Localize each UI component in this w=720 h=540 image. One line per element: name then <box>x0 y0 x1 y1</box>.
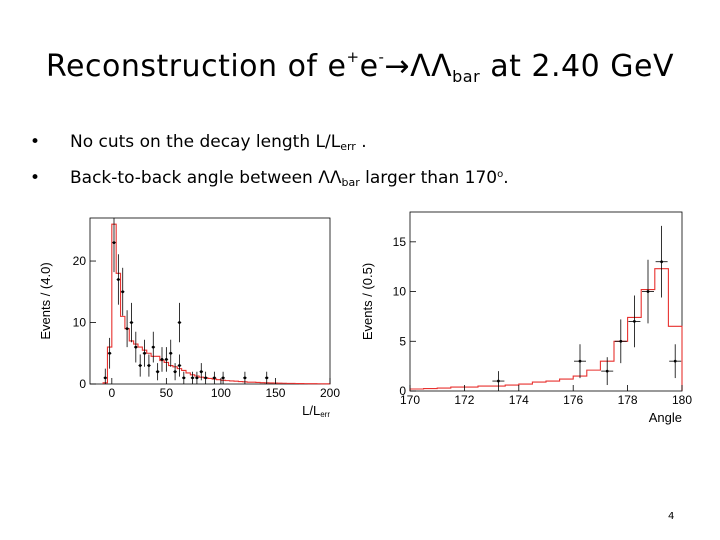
data-point <box>243 376 247 380</box>
x-tick-label: 178 <box>618 393 638 407</box>
data-point <box>578 359 582 363</box>
x-axis-label-main: L/L <box>302 403 320 418</box>
title-mid: e <box>359 49 379 84</box>
x-tick-label: 172 <box>454 393 474 407</box>
data-point <box>633 319 636 323</box>
x-tick-label: 180 <box>672 393 692 407</box>
data-point <box>173 370 177 374</box>
x-axis-label: Angle <box>649 410 682 425</box>
title-arrow: → <box>384 49 411 84</box>
angle-histogram: 170 172 174 176 178 180 0 5 10 15 Events / (0.5) An… <box>360 211 692 425</box>
data-point <box>212 376 216 380</box>
x-tick-label: 174 <box>509 393 529 407</box>
x-tick-label: 50 <box>160 386 174 400</box>
title-prefix: Reconstruction of e <box>46 49 347 84</box>
x-axis-label-sub: err <box>320 410 330 419</box>
y-axis-label: Events / (0.5) <box>360 263 375 340</box>
y-tick-label: 5 <box>399 334 406 348</box>
data-point <box>221 376 225 380</box>
y-tick-label: 0 <box>399 384 406 398</box>
data-point <box>191 376 194 380</box>
decay-length-histogram: 0 50 100 150 200 0 10 20 Events / (4.0) L/Lerr <box>38 217 340 419</box>
bullet-text: Back-to-back angle between ΛΛ <box>70 168 342 188</box>
bullet-text: No cuts on the decay length L/L <box>70 132 341 152</box>
data-point <box>121 290 125 294</box>
bullet-dot: • <box>30 132 41 152</box>
data-point <box>116 278 120 281</box>
x-axis-label: L/Lerr <box>302 403 330 419</box>
y-axis-label: Events / (4.0) <box>38 262 53 339</box>
fit-curve <box>102 223 331 385</box>
data-point <box>156 370 160 374</box>
data-point <box>134 345 138 349</box>
title-sup-plus: + <box>346 48 360 66</box>
fit-curve <box>409 268 683 391</box>
data-point <box>169 351 173 355</box>
data-point <box>103 376 107 380</box>
data-point <box>112 241 116 244</box>
bullet-text-end: . <box>355 132 367 152</box>
y-tick-label: 0 <box>79 377 86 391</box>
bullet-item-2: • Back-to-back angle between ΛΛbar larger… <box>30 161 509 197</box>
x-tick-label: 200 <box>320 386 340 400</box>
bullet-sup: o <box>497 169 504 180</box>
data-point <box>138 364 142 367</box>
bullet-sub: err <box>340 140 356 153</box>
x-axis-label-main: Angle <box>649 410 682 425</box>
page-number: 4 <box>668 511 675 522</box>
x-tick-label: 176 <box>563 393 583 407</box>
y-tick-label: 10 <box>393 285 407 299</box>
data-point <box>147 364 151 367</box>
data-point <box>130 321 133 324</box>
slide-title: Reconstruction of e+e-→ΛΛbar at 2.40 GeV <box>0 48 720 86</box>
x-tick-label: 170 <box>400 393 420 407</box>
bullet-item-1: • No cuts on the decay length L/Lerr . <box>30 128 509 161</box>
data-point <box>660 260 663 264</box>
data-point <box>265 376 269 380</box>
data-point <box>160 358 164 361</box>
title-sup-minus: - <box>378 48 385 66</box>
data-point <box>178 364 181 367</box>
title-sub-bar: bar <box>452 67 481 86</box>
data-point <box>204 376 208 380</box>
y-tick-label: 20 <box>73 254 87 268</box>
bullet-text-end: . <box>503 168 509 188</box>
data-point <box>199 370 203 374</box>
x-tick-label: 100 <box>211 386 231 400</box>
title-suffix: at 2.40 GeV <box>480 49 674 84</box>
data-point <box>605 369 609 373</box>
y-tick-label: 15 <box>393 235 407 249</box>
plot-frame <box>409 211 683 392</box>
bullet-list: • No cuts on the decay length L/Lerr . • B… <box>30 128 509 197</box>
plot-frame <box>89 217 331 385</box>
bullet-dot: • <box>30 168 41 188</box>
data-point <box>164 358 168 361</box>
data-point <box>646 290 650 293</box>
data-point <box>151 345 155 349</box>
data-point <box>673 359 677 363</box>
data-point <box>108 351 112 355</box>
x-tick-label: 0 <box>108 386 115 400</box>
data-point <box>178 321 181 324</box>
y-tick-label: 10 <box>73 316 87 330</box>
data-point <box>195 376 199 380</box>
title-lambdas: ΛΛ <box>410 49 453 84</box>
data-point <box>497 379 500 383</box>
bullet-sub: bar <box>341 176 360 189</box>
data-point <box>619 339 623 343</box>
data-point <box>143 351 146 355</box>
data-point <box>125 327 129 331</box>
x-tick-label: 150 <box>265 386 285 400</box>
bullet-text-mid: larger than 170 <box>359 168 498 188</box>
data-point <box>182 376 186 380</box>
